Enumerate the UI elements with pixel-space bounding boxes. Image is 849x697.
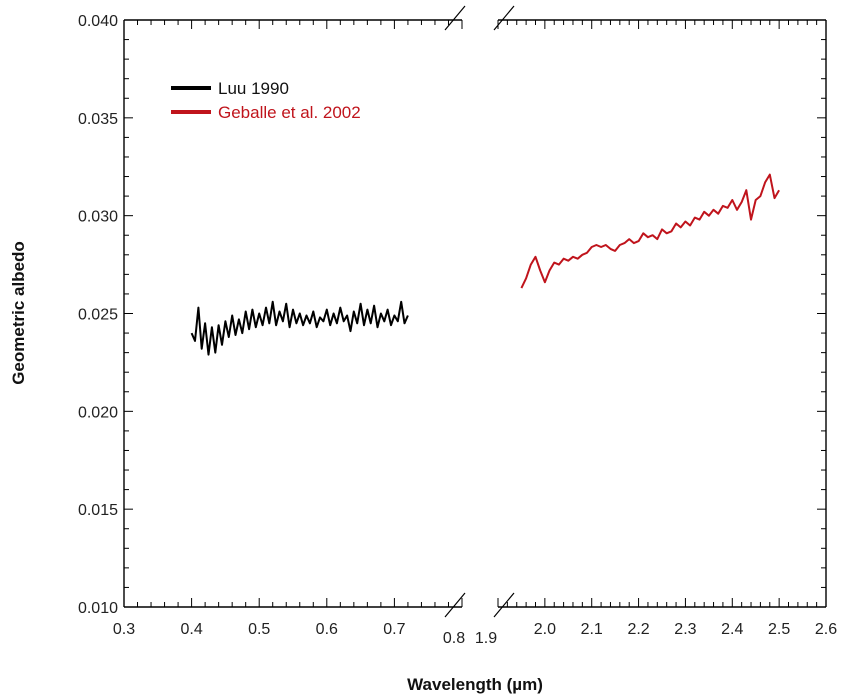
series-line-1 <box>520 173 780 289</box>
axis-break-marks <box>444 5 515 618</box>
x-tick-label: 2.4 <box>721 621 743 638</box>
x-tick-label: 0.5 <box>248 621 270 638</box>
x-tick-label: 2.0 <box>534 621 556 638</box>
y-tick-label: 0.020 <box>78 404 118 421</box>
break-slash <box>444 592 466 618</box>
x-tick-label: 2.6 <box>815 621 837 638</box>
y-tick-label: 0.010 <box>78 600 118 617</box>
legend-label: Geballe et al. 2002 <box>218 103 361 122</box>
x-tick-label: 2.3 <box>674 621 696 638</box>
x-axis-title: Wavelength (µm) <box>407 675 543 694</box>
x-tick-label: 0.6 <box>316 621 338 638</box>
x-tick-label: 0.3 <box>113 621 135 638</box>
y-tick-label: 0.030 <box>78 209 118 226</box>
x-tick-label: 1.9 <box>475 630 497 647</box>
x-axis-ticks: 0.3 0.4 0.5 0.6 0.7 0.8 1.9 2.0 2.1 2.2 2.3 2.4 2.5 2… <box>113 20 837 647</box>
y-tick-label: 0.015 <box>78 502 118 519</box>
x-tick-label: 2.2 <box>627 621 649 638</box>
x-tick-label: 0.4 <box>180 621 202 638</box>
break-slash <box>493 592 515 618</box>
break-slash <box>444 5 466 31</box>
y-axis-ticks: 0.010 0.015 0.020 0.025 0.030 0.035 0.040 <box>78 13 826 617</box>
legend-label: Luu 1990 <box>218 79 289 98</box>
x-tick-label: 0.8 <box>443 630 465 647</box>
x-tick-label: 0.7 <box>383 621 405 638</box>
y-tick-label: 0.040 <box>78 13 118 30</box>
y-tick-label: 0.035 <box>78 111 118 128</box>
break-slash <box>493 5 515 31</box>
y-axis-title: Geometric albedo <box>9 241 28 385</box>
y-tick-label: 0.025 <box>78 307 118 324</box>
legend: Luu 1990 Geballe et al. 2002 <box>171 79 361 122</box>
x-tick-label: 2.5 <box>768 621 790 638</box>
x-tick-label: 2.1 <box>581 621 603 638</box>
series-line-0 <box>190 300 409 356</box>
series-lines <box>190 173 780 356</box>
